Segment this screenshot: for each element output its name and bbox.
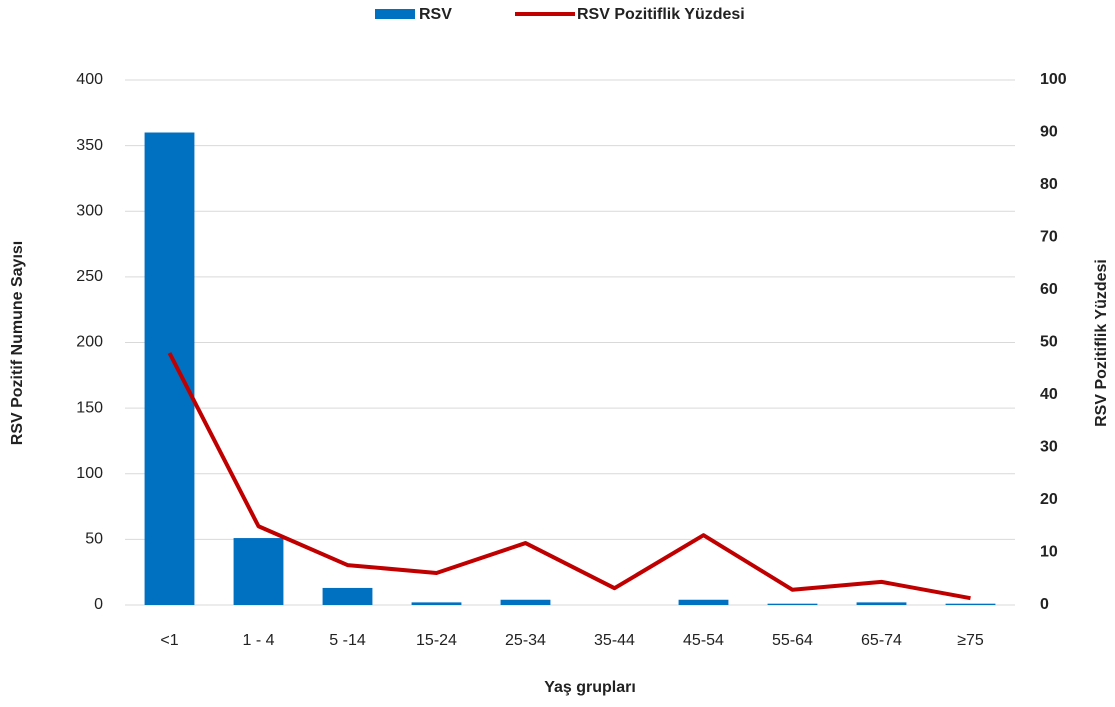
y2-tick-label: 80	[1040, 176, 1058, 193]
bar	[856, 602, 907, 605]
y-tick-label: 400	[76, 71, 103, 88]
y2-tick-label: 70	[1040, 229, 1058, 246]
x-axis-title: Yaş grupları	[544, 679, 636, 696]
y-tick-label: 0	[94, 596, 103, 613]
y2-tick-label: 50	[1040, 334, 1058, 351]
y2-tick-label: 20	[1040, 491, 1058, 508]
x-tick-label: 65-74	[861, 632, 902, 649]
y-tick-label: 200	[76, 334, 103, 351]
legend-swatch	[375, 9, 415, 19]
y2-tick-label: 90	[1040, 124, 1058, 141]
y-tick-label: 150	[76, 399, 103, 416]
bar	[945, 603, 996, 605]
bar	[767, 603, 818, 605]
bar	[411, 602, 462, 605]
legend-label: RSV Pozitiflik Yüzdesi	[577, 6, 745, 23]
x-tick-label: 35-44	[594, 632, 635, 649]
y-tick-label: 50	[85, 531, 103, 548]
bar	[233, 538, 284, 605]
y2-tick-label: 100	[1040, 71, 1067, 88]
y-tick-label: 100	[76, 465, 103, 482]
x-tick-label: 25-34	[505, 632, 546, 649]
legend-label: RSV	[419, 6, 452, 23]
bar	[678, 599, 729, 605]
y-tick-label: 250	[76, 268, 103, 285]
x-tick-label: 15-24	[416, 632, 457, 649]
y-tick-label: 350	[76, 137, 103, 154]
y-axis-title: RSV Pozitif Numune Sayısı	[9, 241, 26, 445]
bar	[322, 587, 373, 605]
y2-tick-label: 40	[1040, 386, 1058, 403]
x-tick-label: 55-64	[772, 632, 813, 649]
bar	[500, 599, 551, 605]
y2-tick-label: 0	[1040, 596, 1049, 613]
x-tick-label: 5 -14	[329, 632, 366, 649]
y2-tick-label: 60	[1040, 281, 1058, 298]
line	[167, 352, 971, 601]
y2-axis-title: RSV Pozitiflik Yüzdesi	[1093, 259, 1110, 427]
x-tick-label: <1	[160, 632, 178, 649]
y2-tick-label: 10	[1040, 544, 1058, 561]
x-tick-label: 45-54	[683, 632, 724, 649]
bar	[144, 132, 195, 605]
x-tick-label: 1 - 4	[242, 632, 274, 649]
y2-tick-label: 30	[1040, 439, 1058, 456]
x-tick-label: ≥75	[957, 632, 984, 649]
y-tick-label: 300	[76, 202, 103, 219]
